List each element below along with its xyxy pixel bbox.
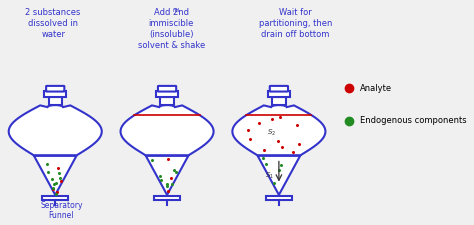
FancyBboxPatch shape xyxy=(49,97,62,105)
PathPatch shape xyxy=(34,155,77,195)
Text: Wait for
partitioning, then
drain off bottom: Wait for partitioning, then drain off bo… xyxy=(259,8,332,39)
Text: Analyte: Analyte xyxy=(360,83,392,92)
Text: $S_2$: $S_2$ xyxy=(267,127,276,137)
PathPatch shape xyxy=(257,155,301,195)
PathPatch shape xyxy=(120,105,214,155)
FancyBboxPatch shape xyxy=(158,86,176,92)
Text: Separatory
Funnel: Separatory Funnel xyxy=(40,201,82,220)
PathPatch shape xyxy=(9,105,102,155)
FancyBboxPatch shape xyxy=(154,196,180,200)
Text: Add 2nd
immiscible
(insoluble)
solvent & shake: Add 2nd immiscible (insoluble) solvent &… xyxy=(137,8,205,50)
FancyBboxPatch shape xyxy=(42,196,68,200)
FancyBboxPatch shape xyxy=(272,97,285,105)
PathPatch shape xyxy=(232,105,325,155)
Text: 2 substances
dissolved in
water: 2 substances dissolved in water xyxy=(26,8,81,39)
Text: $S_1$: $S_1$ xyxy=(265,171,274,181)
Text: nd: nd xyxy=(172,8,179,13)
FancyBboxPatch shape xyxy=(45,91,66,97)
FancyBboxPatch shape xyxy=(270,86,288,92)
FancyBboxPatch shape xyxy=(265,196,292,200)
FancyBboxPatch shape xyxy=(156,91,178,97)
FancyBboxPatch shape xyxy=(160,97,173,105)
FancyBboxPatch shape xyxy=(268,91,290,97)
FancyBboxPatch shape xyxy=(46,86,64,92)
PathPatch shape xyxy=(146,155,189,195)
Text: Endogenous components: Endogenous components xyxy=(360,116,466,125)
